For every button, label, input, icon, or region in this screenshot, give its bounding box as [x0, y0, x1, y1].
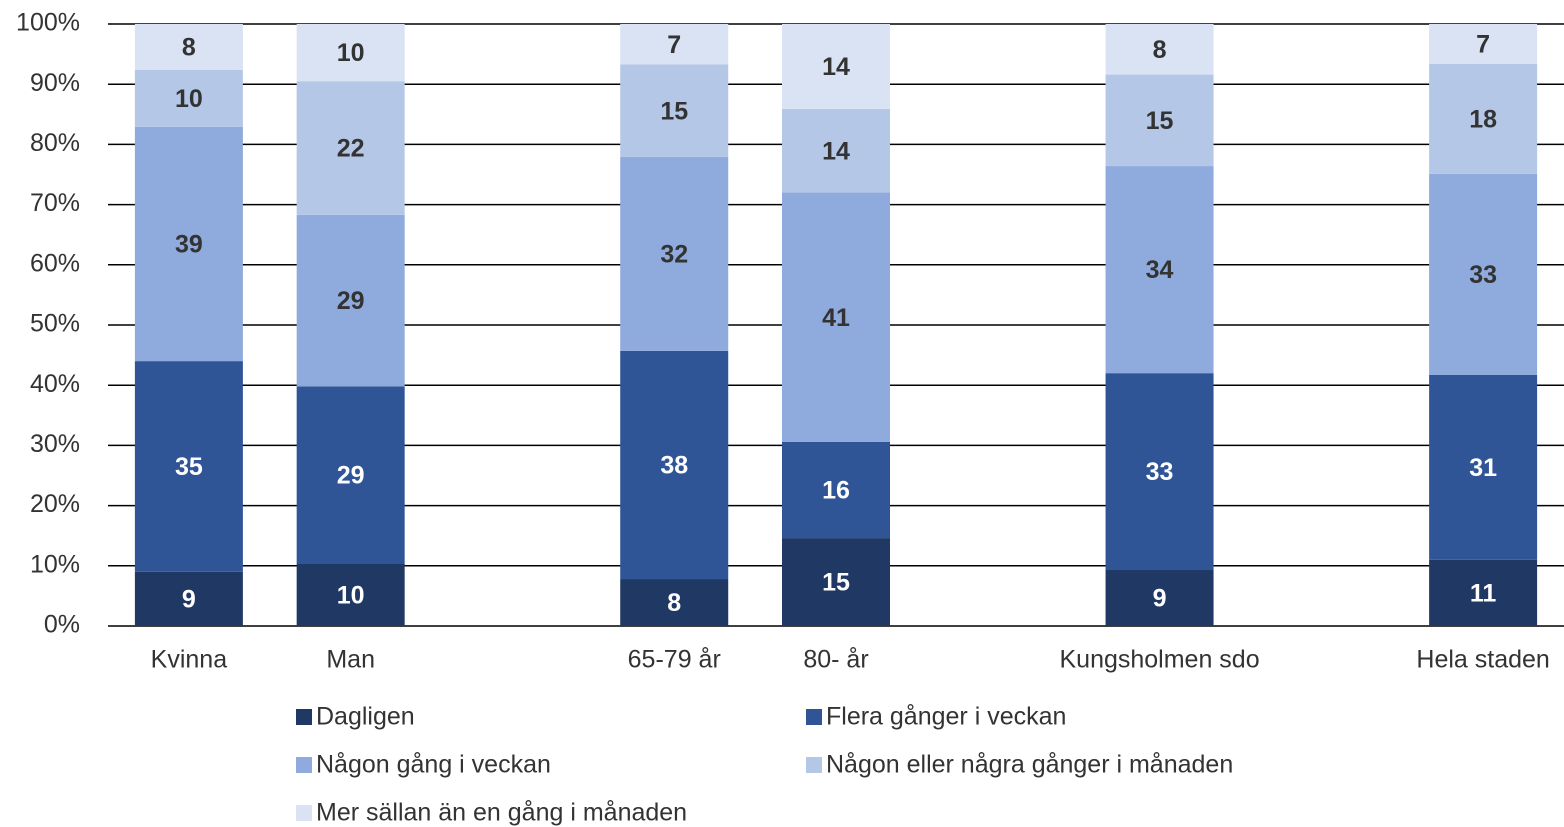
data-label: 35: [175, 453, 203, 481]
y-tick-label: 60%: [30, 249, 80, 277]
data-label: 8: [1153, 36, 1167, 64]
legend-label: Dagligen: [316, 703, 415, 731]
bar-segment: [1429, 173, 1538, 375]
data-label: 33: [1469, 261, 1497, 289]
y-tick-label: 20%: [30, 490, 80, 518]
data-label: 15: [1146, 107, 1174, 135]
bar-segment: [1105, 24, 1214, 75]
data-label: 15: [660, 97, 688, 125]
bar-segment: [782, 108, 890, 193]
data-label: 7: [667, 31, 681, 59]
data-label: 15: [822, 569, 850, 597]
data-label: 14: [822, 53, 850, 81]
bar-segment: [134, 361, 243, 572]
bar-segment: [620, 350, 729, 580]
data-label: 11: [1470, 579, 1497, 607]
bar-segment: [134, 24, 243, 70]
x-tick-label: Hela staden: [1416, 646, 1549, 674]
data-label: 18: [1469, 105, 1497, 133]
legend-swatch: [296, 805, 312, 821]
legend-label: Någon gång i veckan: [316, 751, 551, 779]
bar-segment: [296, 214, 405, 387]
bar-segment: [1105, 570, 1214, 626]
bar-segment: [1429, 24, 1538, 64]
bar-segment: [1105, 74, 1214, 167]
x-tick-label: Kvinna: [151, 646, 228, 674]
y-tick-label: 80%: [30, 129, 80, 157]
legend-label: Flera gånger i veckan: [826, 703, 1066, 731]
bar-segment: [134, 69, 243, 127]
bar-segment: [1429, 559, 1538, 626]
bar-segment: [1429, 374, 1538, 560]
data-label: 9: [182, 586, 196, 614]
x-tick-label: 80- år: [803, 646, 868, 674]
legend-swatch: [296, 709, 312, 725]
bar-segment: [782, 441, 890, 539]
data-label: 38: [660, 452, 688, 480]
data-label: 29: [337, 287, 365, 315]
bar-segment: [296, 563, 405, 626]
y-tick-label: 0%: [44, 611, 80, 639]
bar-segment: [134, 126, 243, 362]
bar-segment: [1105, 373, 1214, 571]
x-tick-label: Kungsholmen sdo: [1059, 646, 1259, 674]
data-label: 33: [1146, 458, 1174, 486]
data-label: 10: [337, 581, 365, 609]
data-label: 29: [337, 462, 365, 490]
data-label: 31: [1469, 454, 1497, 482]
x-tick-label: 65-79 år: [628, 646, 721, 674]
y-tick-label: 50%: [30, 310, 80, 338]
bar-segment: [296, 81, 405, 215]
bar-segment: [620, 24, 729, 65]
bar-segment: [782, 24, 890, 109]
data-label: 39: [175, 231, 203, 259]
bar-segment: [782, 192, 890, 442]
data-label: 7: [1476, 30, 1490, 58]
y-tick-label: 100%: [16, 9, 80, 37]
bar-segment: [134, 571, 243, 626]
y-tick-label: 70%: [30, 189, 80, 217]
bar-segment: [620, 157, 729, 351]
legend-label: Någon eller några gånger i månaden: [826, 751, 1233, 779]
data-label: 8: [667, 589, 681, 617]
legend-swatch: [296, 757, 312, 773]
data-label: 10: [337, 39, 365, 67]
bar-segment: [1105, 166, 1214, 374]
bar-segment: [620, 579, 729, 626]
legend-swatch: [806, 709, 822, 725]
bar-segment: [296, 24, 405, 82]
y-tick-label: 30%: [30, 430, 80, 458]
data-label: 34: [1146, 256, 1174, 284]
data-label: 32: [660, 241, 688, 269]
data-label: 22: [337, 135, 365, 163]
y-tick-label: 40%: [30, 370, 80, 398]
x-tick-label: Man: [326, 646, 375, 674]
data-label: 10: [175, 85, 203, 113]
legend-swatch: [806, 757, 822, 773]
y-tick-label: 10%: [30, 550, 80, 578]
bar-segment: [782, 538, 890, 626]
bar-segment: [296, 386, 405, 564]
data-label: 8: [182, 33, 196, 61]
bar-segment: [620, 64, 729, 158]
data-label: 14: [822, 137, 850, 165]
data-label: 41: [822, 304, 850, 332]
legend-label: Mer sällan än en gång i månaden: [316, 799, 687, 827]
data-label: 16: [822, 477, 850, 505]
data-label: 9: [1153, 585, 1167, 613]
bar-segment: [1429, 63, 1538, 174]
y-tick-label: 90%: [30, 69, 80, 97]
